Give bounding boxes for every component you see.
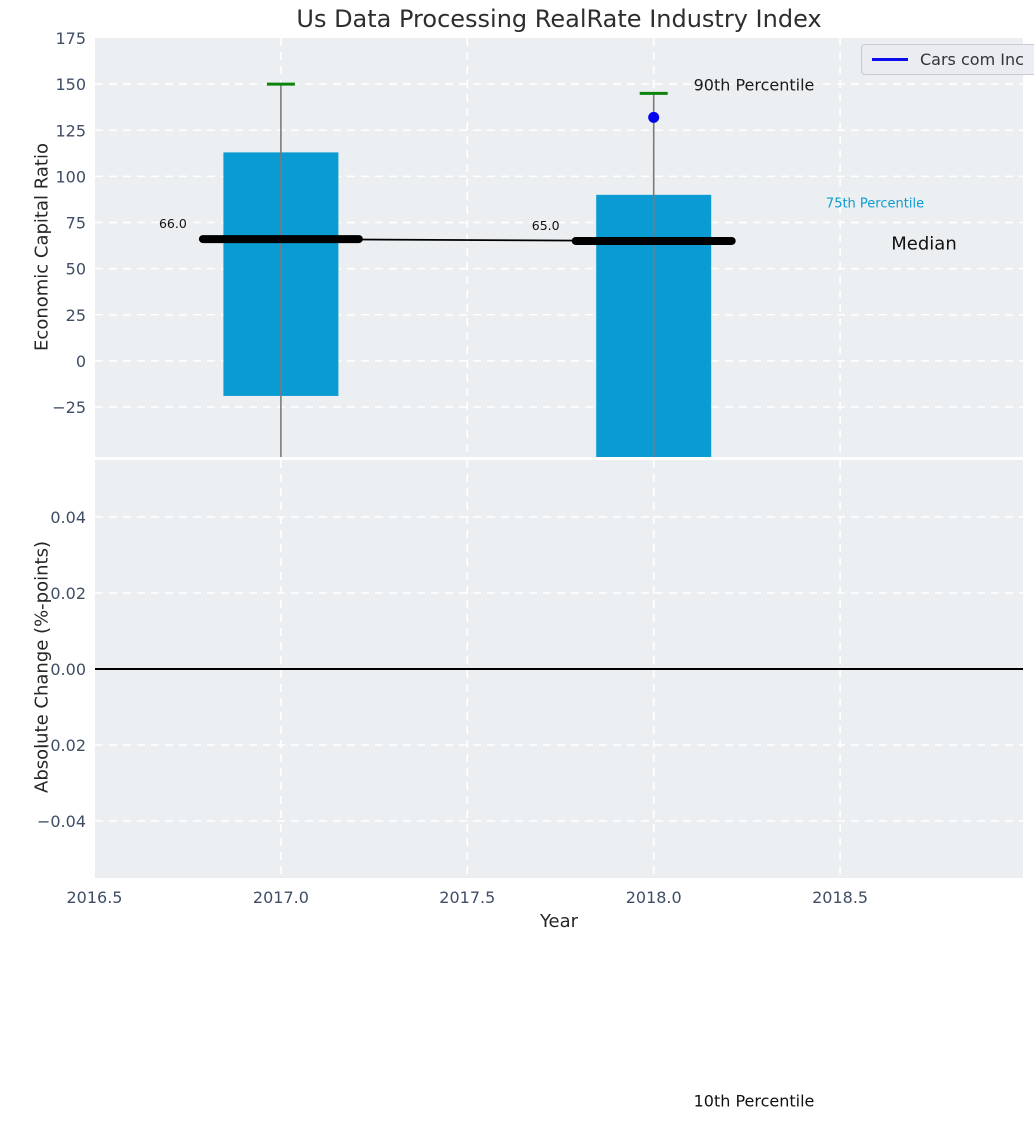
x-tick-label: 2016.5 [67,888,123,907]
x-tick-label: 2017.5 [439,888,495,907]
median-value-label-2018: 65.0 [532,218,560,233]
y-tick-label-top: 0 [76,352,86,371]
y-axis-label-bottom: Absolute Change (%-points) [31,541,53,793]
y-tick-label-top: 100 [55,167,86,186]
x-tick-label: 2018.0 [626,888,682,907]
x-axis-label: Year [539,911,579,932]
y-tick-label-bottom: −0.02 [37,736,86,755]
y-tick-label-bottom: 0.04 [50,508,86,527]
annotation-75th-percentile: 75th Percentile [825,196,925,212]
median-value-label-2017: 66.0 [159,216,187,231]
y-tick-label-bottom: 0.02 [50,584,86,603]
y-tick-label-bottom: 0.00 [50,660,86,679]
y-tick-label-top: 150 [55,75,86,94]
annotation-90th-percentile: 90th Percentile [693,75,815,95]
annotation-median: Median [891,233,957,255]
legend-label: Cars com Inc [920,50,1024,69]
chart-title: Us Data Processing RealRate Industry Ind… [296,5,822,33]
y-tick-label-top: 50 [66,260,86,279]
y-tick-label-top: −25 [52,398,86,417]
y-tick-label-top: 75 [66,214,86,233]
y-tick-label-top: 25 [66,306,86,325]
y-tick-label-bottom: −0.04 [37,812,86,831]
legend: Cars com Inc [861,44,1034,75]
company-point [648,111,660,123]
x-tick-label: 2018.5 [812,888,868,907]
y-tick-label-top: 175 [55,29,86,48]
x-tick-label: 2017.0 [253,888,309,907]
y-tick-label-top: 125 [55,121,86,140]
boxplot-group: 66.0 65.0 [159,82,736,457]
y-axis-label-top: Economic Capital Ratio [31,143,53,351]
legend-line-sample-icon [872,58,908,61]
annotation-10th-percentile: 10th Percentile [693,1091,815,1111]
